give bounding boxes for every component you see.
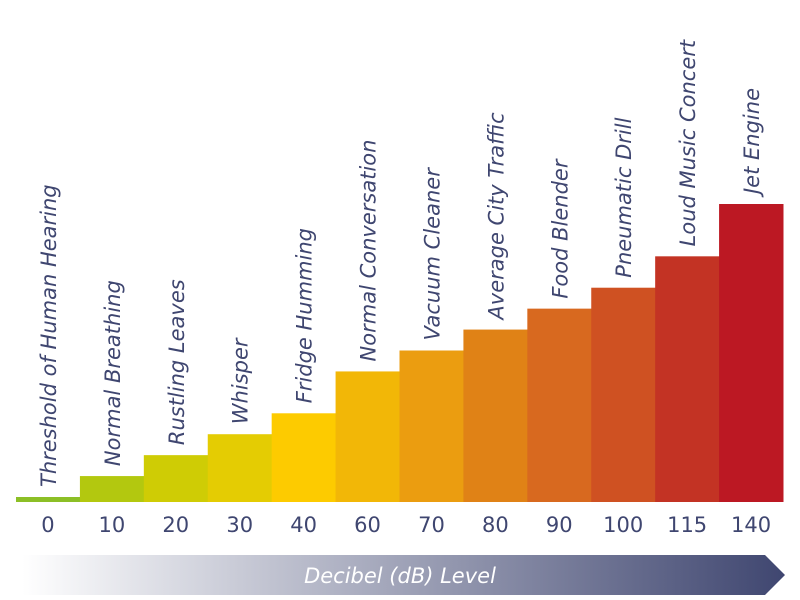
x-tick-label: 140: [731, 513, 771, 537]
bar-80: [463, 329, 528, 502]
x-tick-label: 0: [41, 513, 54, 537]
category-label: Loud Music Concert: [676, 39, 700, 246]
category-label: Average City Traffic: [484, 112, 508, 322]
x-tick-label: 30: [226, 513, 253, 537]
x-tick-label: 70: [418, 513, 445, 537]
bar-115: [655, 256, 720, 502]
category-label: Whisper: [229, 337, 253, 424]
bar-60: [335, 371, 400, 502]
x-tick-label: 10: [99, 513, 126, 537]
x-tick-label: 115: [667, 513, 707, 537]
category-label: Pneumatic Drill: [612, 117, 636, 277]
tick-labels-group: 0 10 20 30 40 60 70 80 90 100 115 140: [41, 513, 771, 537]
bar-90: [527, 308, 592, 502]
category-labels-group: Threshold of Human Hearing Normal Breathi…: [37, 39, 764, 487]
bar-10: [79, 476, 145, 502]
category-label: Vacuum Cleaner: [420, 167, 444, 341]
x-axis-title: Decibel (dB) Level: [304, 564, 496, 588]
bar-30: [207, 434, 273, 502]
axis-arrow: [22, 555, 785, 595]
x-tick-label: 60: [354, 513, 381, 537]
x-tick-label: 80: [482, 513, 509, 537]
bars-group: [16, 204, 784, 502]
category-label: Food Blender: [548, 158, 572, 299]
bar-20: [143, 455, 209, 502]
category-label: Threshold of Human Hearing: [37, 184, 61, 487]
bar-0: [16, 497, 81, 502]
x-tick-label: 20: [162, 513, 189, 537]
bar-70: [399, 350, 464, 502]
x-tick-label: 100: [603, 513, 643, 537]
category-label: Rustling Leaves: [165, 279, 189, 445]
x-tick-label: 40: [290, 513, 317, 537]
x-tick-label: 90: [546, 513, 573, 537]
category-label: Fridge Humming: [293, 228, 317, 403]
bar-40: [271, 413, 337, 502]
category-label: Jet Engine: [740, 88, 764, 198]
bar-100: [591, 287, 656, 502]
category-label: Normal Breathing: [101, 280, 125, 466]
bar-140: [719, 204, 784, 502]
category-label: Normal Conversation: [357, 140, 381, 362]
